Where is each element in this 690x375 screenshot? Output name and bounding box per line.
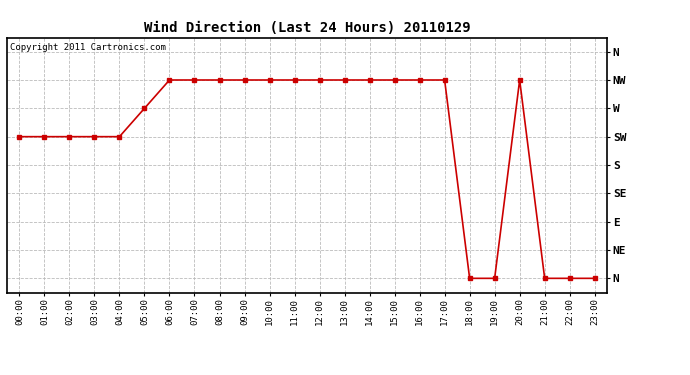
Title: Wind Direction (Last 24 Hours) 20110129: Wind Direction (Last 24 Hours) 20110129 — [144, 21, 471, 35]
Text: Copyright 2011 Cartronics.com: Copyright 2011 Cartronics.com — [10, 43, 166, 52]
